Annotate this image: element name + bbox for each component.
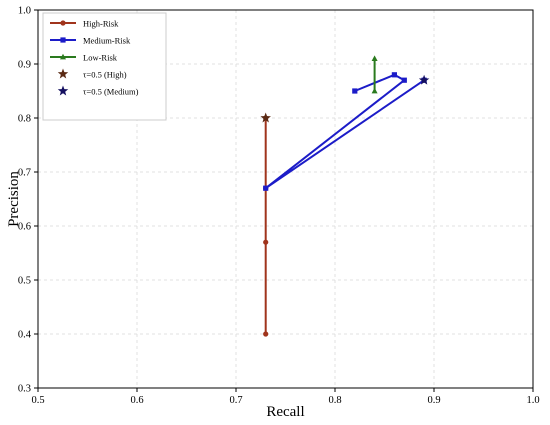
medium-risk-point (352, 88, 358, 94)
legend-entry: τ=0.5 (Medium) (57, 85, 139, 96)
legend-label: Medium-Risk (83, 35, 131, 45)
legend-label: τ=0.5 (Medium) (83, 86, 139, 96)
legend-label: Low-Risk (83, 52, 118, 62)
plot-frame (37, 9, 534, 389)
y-tick-label: 0.5 (18, 276, 31, 287)
threshold-markers (260, 74, 430, 123)
legend-entry: Medium-Risk (50, 35, 131, 45)
legend-marker (60, 53, 66, 60)
x-tick-label: 0.9 (427, 395, 440, 406)
threshold-star-marker (418, 74, 430, 85)
low-risk-series (371, 55, 378, 94)
y-tick-label: 0.6 (18, 222, 31, 233)
medium-risk-point (391, 72, 397, 78)
legend-box (42, 12, 167, 121)
y-tick-label: 0.7 (18, 168, 31, 179)
medium-risk-point (401, 77, 407, 83)
medium-risk-series (263, 72, 427, 191)
y-tick-label: 0.9 (18, 60, 31, 71)
y-tick-label: 1.0 (18, 6, 31, 17)
legend-marker (60, 20, 66, 26)
legend-marker (57, 68, 69, 79)
y-tick-label: 0.3 (18, 384, 31, 395)
low-risk-point (371, 87, 378, 94)
x-tick-label: 0.6 (130, 395, 143, 406)
medium-risk-line (264, 73, 425, 190)
legend-entry: Low-Risk (50, 52, 118, 62)
x-tick-label: 0.8 (328, 395, 341, 406)
legend-marker (60, 37, 66, 43)
y-axis-label: Precision (6, 171, 22, 227)
x-axis-label: Recall (266, 404, 304, 420)
high-risk-point (263, 239, 269, 245)
legend-label: τ=0.5 (High) (83, 69, 127, 79)
x-tick-label: 1.0 (526, 395, 539, 406)
legend-label: High-Risk (83, 18, 119, 28)
axis-ticks: 0.5 0.6 0.7 0.8 0.9 1.0 0.3 0.4 0.5 0.6 0.7 0.8 0.9 1… (18, 6, 540, 407)
y-tick-label: 0.4 (18, 330, 32, 341)
legend: High-Risk Medium-Risk Low-Risk τ=0.5 (High)… (42, 12, 167, 121)
high-risk-point (263, 331, 269, 337)
medium-risk-point (263, 185, 269, 191)
low-risk-point (371, 55, 378, 61)
y-tick-label: 0.8 (18, 114, 31, 125)
series-lines (263, 55, 427, 337)
legend-entry: τ=0.5 (High) (57, 68, 127, 79)
legend-entry: High-Risk (50, 18, 119, 28)
x-tick-label: 0.7 (229, 395, 242, 406)
legend-marker (57, 85, 69, 96)
x-tick-label: 0.5 (31, 395, 44, 406)
threshold-star-marker (260, 112, 271, 123)
